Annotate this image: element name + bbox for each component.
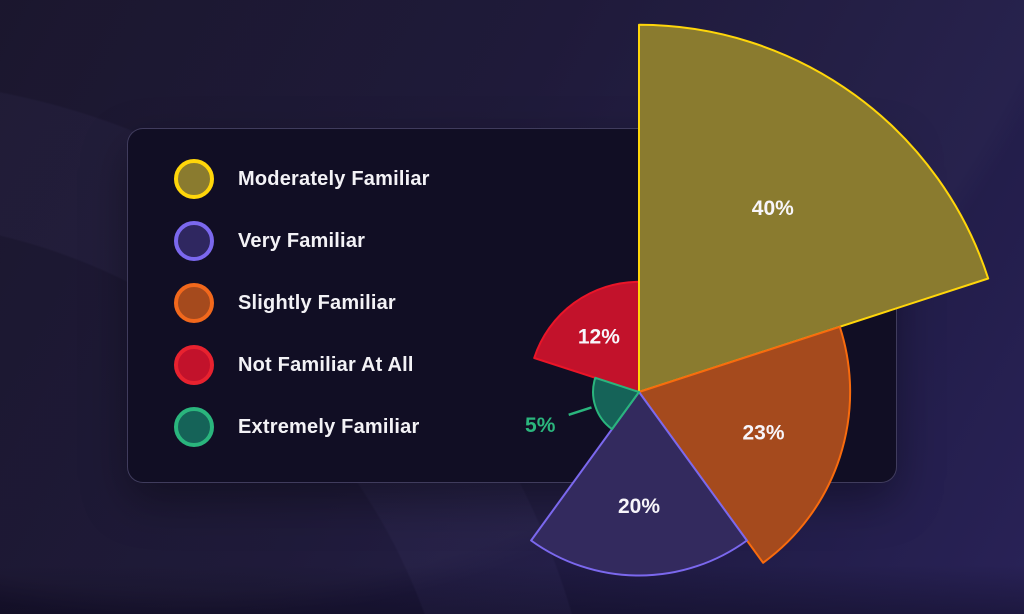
legend-swatch-icon [174, 283, 214, 323]
legend-item-label: Slightly Familiar [238, 291, 396, 314]
slice-extremely-familiar[interactable] [592, 376, 640, 431]
legend-item-not-familiar-at-all[interactable]: Not Familiar At All [174, 345, 430, 385]
legend-item-label: Not Familiar At All [238, 353, 414, 376]
legend-item-slightly-familiar[interactable]: Slightly Familiar [174, 283, 430, 323]
legend-swatch-icon [174, 407, 214, 447]
legend-item-extremely-familiar[interactable]: Extremely Familiar [174, 407, 430, 447]
slice-not-familiar-at-all[interactable] [533, 280, 640, 393]
legend-item-very-familiar[interactable]: Very Familiar [174, 221, 430, 261]
legend-item-moderately-familiar[interactable]: Moderately Familiar [174, 159, 430, 199]
legend-swatch-icon [174, 345, 214, 385]
legend-item-label: Moderately Familiar [238, 167, 430, 190]
legend: Moderately Familiar Very Familiar Slightly… [174, 159, 430, 447]
slice-slightly-familiar[interactable] [638, 325, 852, 564]
legend-swatch-icon [174, 221, 214, 261]
slice-moderately-familiar[interactable] [638, 23, 990, 393]
legend-swatch-icon [174, 159, 214, 199]
slice-very-familiar[interactable] [530, 391, 748, 577]
legend-item-label: Very Familiar [238, 229, 366, 252]
legend-item-label: Extremely Familiar [238, 415, 420, 438]
